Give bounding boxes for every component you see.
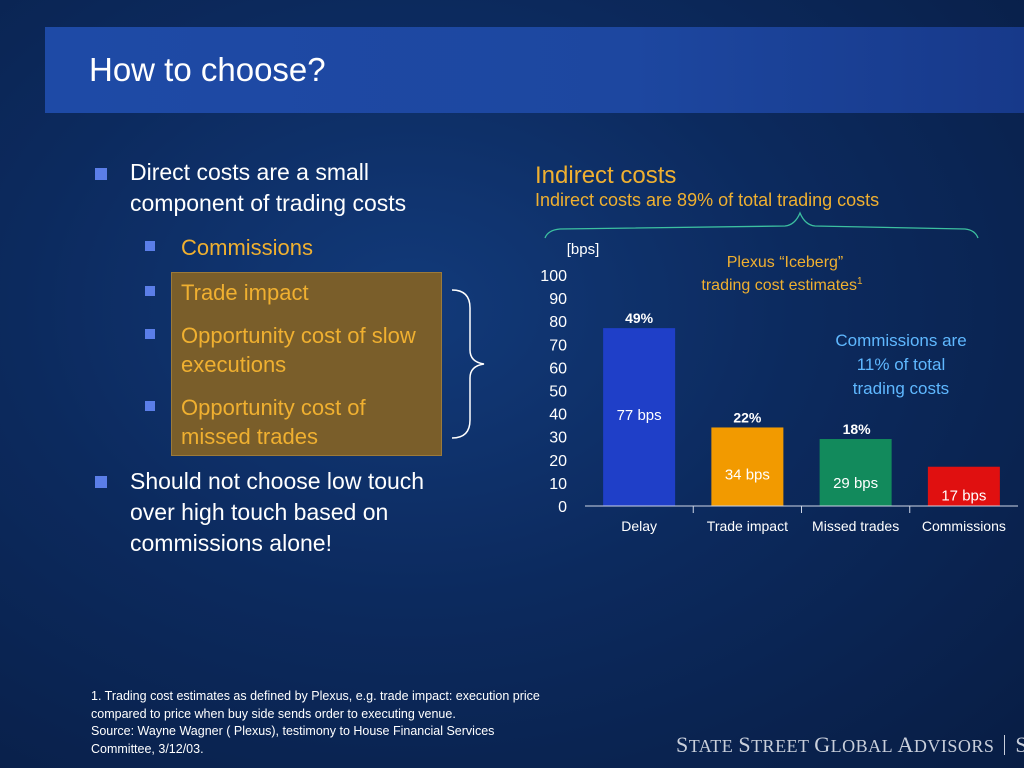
y-tick-label: 30 <box>549 430 567 447</box>
bar-value-label: 34 bps <box>725 466 770 483</box>
bar-value-label: 29 bps <box>833 475 878 492</box>
sub-item-line: Commissions <box>181 235 314 260</box>
y-axis-label: [bps] <box>567 241 600 258</box>
plexus-annotation: Plexus “Iceberg” <box>727 254 844 271</box>
sub-item-line: executions <box>181 352 287 377</box>
y-tick-label: 90 <box>549 291 567 308</box>
highlight-box <box>171 272 442 456</box>
bullet-icon <box>95 168 107 180</box>
sub-item-commissions: Commissions <box>181 233 313 262</box>
y-tick-label: 20 <box>549 453 567 470</box>
logo-separator <box>1004 735 1006 755</box>
plexus-annotation-line: trading cost estimates <box>701 277 857 294</box>
sub-item-line: missed trades <box>181 424 318 449</box>
sub-item-line: Trade impact <box>181 280 309 305</box>
y-tick-label: 40 <box>549 407 567 424</box>
bar-value-label: 77 bps <box>617 407 662 424</box>
x-tick-label: Commissions <box>922 518 1006 534</box>
indirect-bracket <box>544 211 979 239</box>
logo-text: DVISORS <box>913 736 995 756</box>
page-title: How to choose? <box>89 51 326 88</box>
footnote-line: 1. Trading cost estimates as defined by … <box>91 689 540 703</box>
sub-item-line: Opportunity cost of slow <box>181 323 416 348</box>
sub-bullet-icon <box>145 401 155 411</box>
sub-item-line: Opportunity cost of <box>181 395 366 420</box>
x-tick-label: Missed trades <box>812 518 899 534</box>
chart-subtitle: Indirect costs are 89% of total trading … <box>535 190 880 210</box>
y-tick-label: 100 <box>540 268 567 285</box>
y-tick-label: 0 <box>558 499 567 516</box>
bar-percent-label: 22% <box>733 409 762 425</box>
company-logo: STATE STREET GLOBAL ADVISORSSSgA <box>676 732 1024 758</box>
sub-item-trade-impact: Trade impact <box>181 278 309 307</box>
logo-letter: A <box>897 732 914 757</box>
bullet-line: component of trading costs <box>130 190 407 216</box>
commissions-note: trading costs <box>853 379 949 398</box>
bullet-line: Should not choose low touch <box>130 468 425 494</box>
bar-value-label: 17 bps <box>941 488 986 505</box>
bar <box>927 466 1000 506</box>
chart-title: Indirect costs <box>535 162 677 189</box>
plexus-annotation: trading cost estimates1 <box>701 276 863 294</box>
bullet-line: commissions alone! <box>130 530 332 556</box>
x-tick-label: Delay <box>621 518 657 534</box>
bar-percent-label: 49% <box>625 310 654 326</box>
logo-text: TREET <box>751 736 815 756</box>
bar <box>819 439 892 506</box>
bar <box>711 427 784 506</box>
bullet-line: over high touch based on <box>130 499 389 525</box>
title-bar: How to choose? <box>45 27 1024 113</box>
footnote-marker: 1 <box>857 276 863 287</box>
commissions-note: Commissions are <box>835 331 966 350</box>
bullet-should-not: Should not choose low touch over high to… <box>130 466 424 559</box>
bars: 77 bps 49% 34 bps 22% 29 bps 18% 17 bps <box>603 310 1000 506</box>
sub-item-slow-executions: Opportunity cost of slow executions <box>181 321 416 379</box>
logo-mark: SSgA <box>1015 732 1024 757</box>
sub-bullet-icon <box>145 241 155 251</box>
bullet-line: Direct costs are a small <box>130 159 370 185</box>
sub-item-missed-trades: Opportunity cost of missed trades <box>181 393 366 451</box>
footnote: 1. Trading cost estimates as defined by … <box>91 688 631 758</box>
logo-text: LOBAL <box>830 736 898 756</box>
bullet-direct-costs: Direct costs are a small component of tr… <box>130 157 406 219</box>
bar-percent-label: 18% <box>843 421 872 437</box>
brace-icon <box>451 289 485 439</box>
x-axis: Delay Trade impact Missed trades Commission… <box>585 505 1018 534</box>
commissions-note: 11% of total <box>857 355 946 374</box>
logo-letter: S <box>738 732 752 757</box>
x-tick-label: Trade impact <box>707 518 788 534</box>
footnote-line: Committee, 3/12/03. <box>91 741 204 756</box>
y-tick-label: 50 <box>549 384 567 401</box>
bullet-icon <box>95 476 107 488</box>
y-axis: 0 10 20 30 40 50 60 70 80 90 100 <box>540 268 567 516</box>
y-tick-label: 60 <box>549 360 567 377</box>
y-tick-label: 70 <box>549 337 567 354</box>
bar <box>603 328 676 506</box>
logo-letter: G <box>814 732 831 757</box>
footnote-line: compared to price when buy side sends or… <box>91 706 456 721</box>
logo-letter: S <box>676 732 689 757</box>
sub-bullet-icon <box>145 329 155 339</box>
y-tick-label: 10 <box>549 476 567 493</box>
y-tick-label: 80 <box>549 314 567 331</box>
sub-bullet-icon <box>145 286 155 296</box>
logo-text: TATE <box>688 736 739 756</box>
footnote-line: Source: Wayne Wagner ( Plexus), testimon… <box>91 724 495 738</box>
